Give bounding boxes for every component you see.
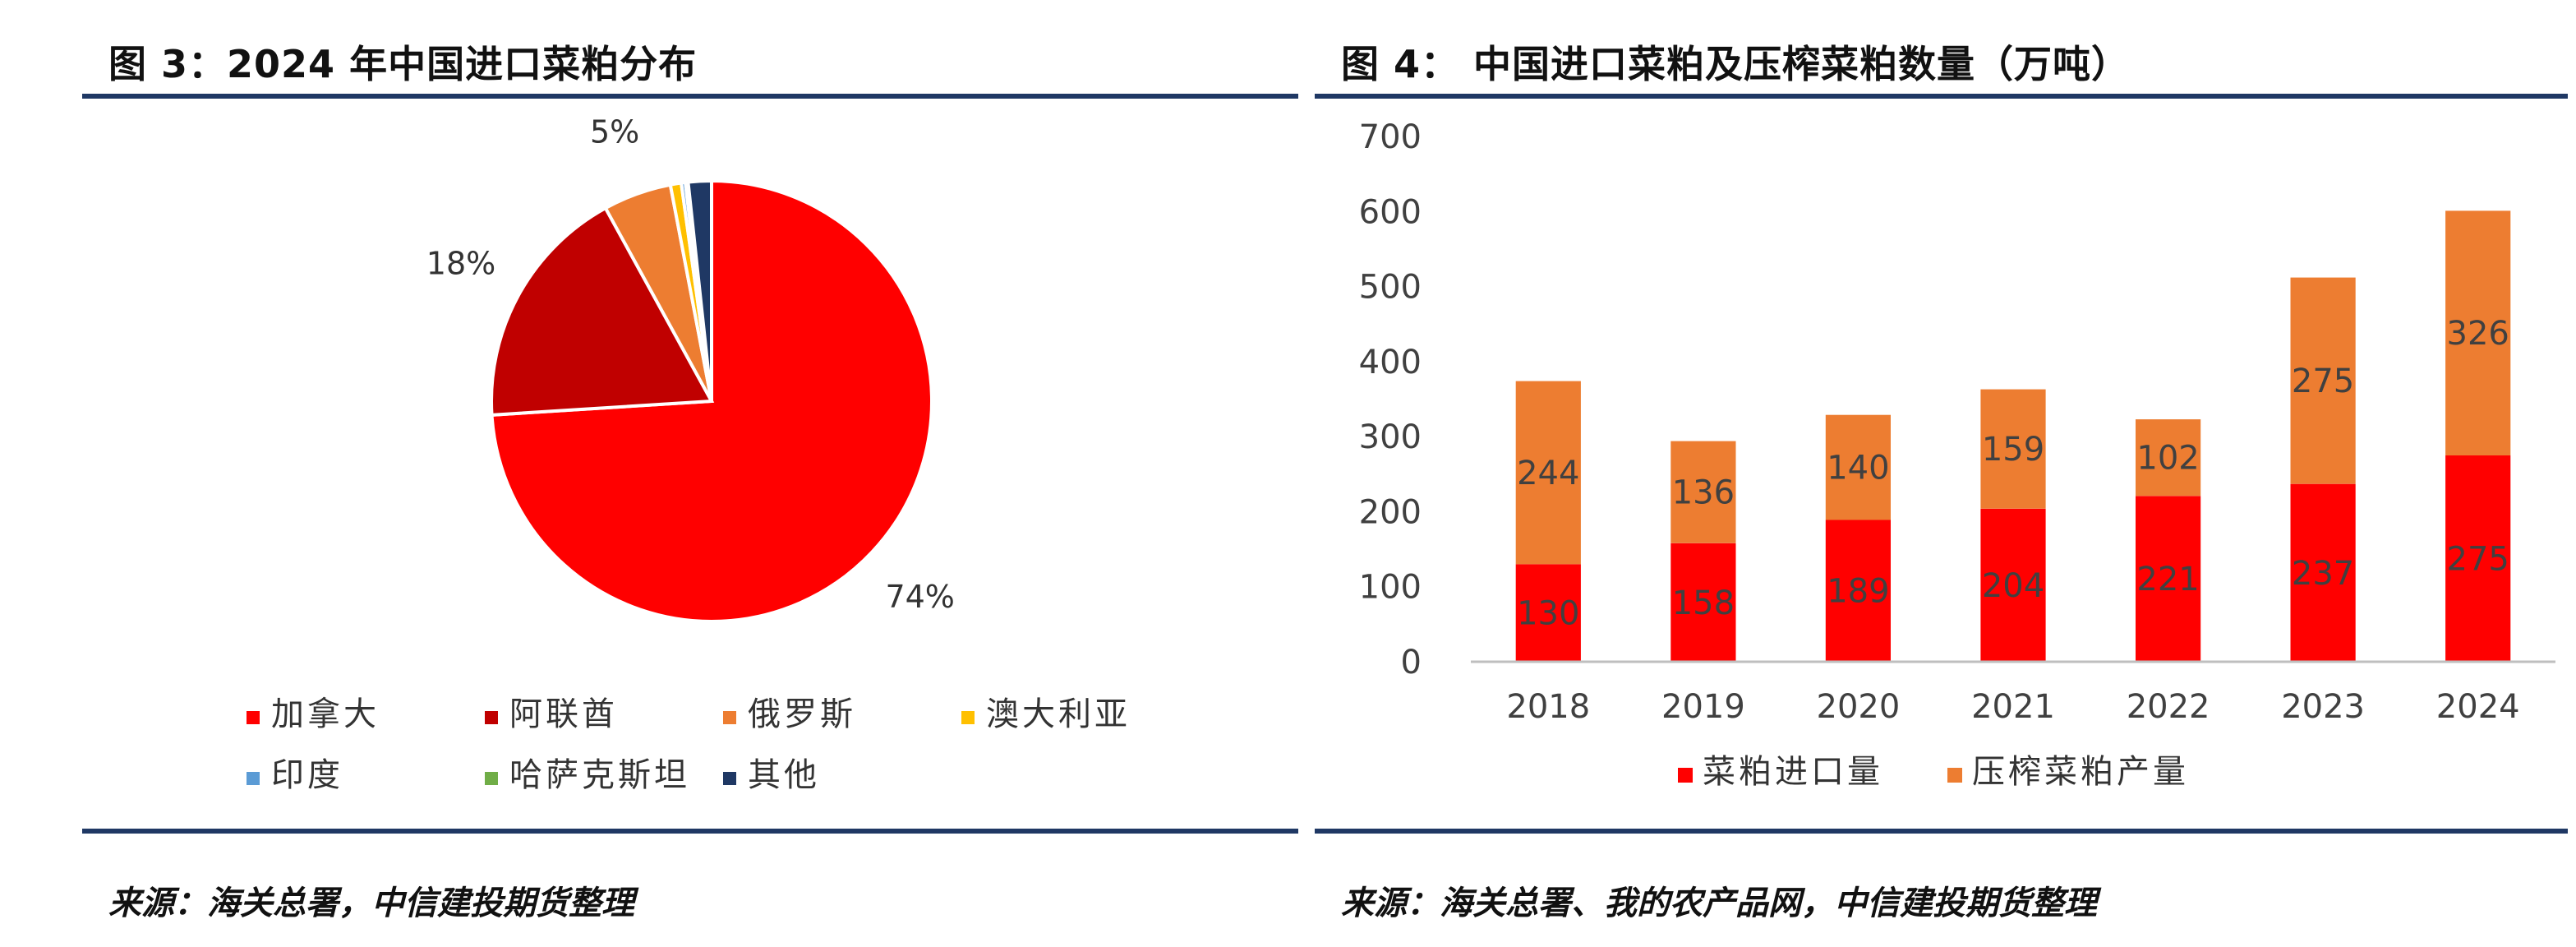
x-tick-label-2021: 2021	[1971, 688, 2055, 726]
top-rule-left	[82, 94, 1298, 99]
x-tick-label-2018: 2018	[1506, 688, 1590, 726]
y-tick-label-0: 0	[1401, 644, 1422, 681]
bar-value-label-import-2024: 275	[2447, 541, 2509, 579]
bar-legend: 菜粕进口量 压榨菜粕产量	[1678, 753, 2189, 791]
bar-crush-2023	[2290, 277, 2356, 484]
x-tick-label-2022: 2022	[2127, 688, 2210, 726]
legend-label-4: 印度	[271, 756, 343, 794]
pie-source-note: 来源：海关总署，中信建投期货整理	[108, 885, 634, 922]
bar-value-label-crush-2020: 140	[1827, 450, 1889, 487]
bar-import-2020	[1825, 520, 1891, 662]
pie-slice-1	[490, 206, 715, 417]
y-tick-label-6: 600	[1359, 193, 1422, 231]
bar-import-2024	[2445, 455, 2511, 662]
y-tick-label-2: 200	[1359, 493, 1422, 531]
bar-chart-title: 图 4： 中国进口菜粕及压榨菜粕数量（万吨）	[1341, 42, 2131, 86]
bottom-rule-left	[82, 829, 1298, 834]
bar-crush-2020	[1825, 414, 1891, 520]
right-panel: 图 4： 中国进口菜粕及压榨菜粕数量（万吨） 0 100 200 300 400 500 6…	[1298, 0, 2576, 947]
stacked-bar-chart: 0 100 200 300 400 500 600 700 130 244 158 136 189 14…	[1359, 118, 2555, 791]
bar-value-label-import-2018: 130	[1517, 595, 1579, 633]
y-tick-label-3: 300	[1359, 418, 1422, 456]
bar-value-label-crush-2021: 159	[1982, 431, 2044, 469]
bar-crush-2021	[1980, 389, 2046, 509]
y-tick-label-5: 500	[1359, 269, 1422, 307]
bar-value-label-crush-2023: 275	[2292, 363, 2354, 400]
y-tick-label-1: 100	[1359, 569, 1422, 607]
legend-swatch-2	[723, 711, 736, 724]
legend-label-5: 哈萨克斯坦	[509, 756, 690, 794]
left-panel: 图 3：2024 年中国进口菜粕分布 74% 18% 5% 加拿大 阿联酋 俄罗斯 澳大利…	[82, 42, 1298, 922]
legend-swatch-5	[485, 772, 498, 785]
pie-chart-title: 图 3：2024 年中国进口菜粕分布	[108, 42, 698, 86]
pie-slices	[490, 178, 933, 623]
top-rule-right	[1315, 94, 2568, 99]
legend-label-2: 俄罗斯	[748, 695, 856, 733]
bar-value-label-crush-2024: 326	[2447, 315, 2509, 353]
x-axis: 2018 2019 2020 2021 2022 2023 2024	[1471, 660, 2555, 726]
pie-slice-6	[686, 178, 713, 402]
bar-crush-2022	[2136, 419, 2201, 497]
legend-swatch-4	[247, 772, 260, 785]
bar-value-label-import-2019: 158	[1672, 584, 1735, 622]
bar-legend-swatch-0	[1678, 768, 1693, 783]
pie-data-label-2: 5%	[590, 114, 639, 150]
bar-legend-label-0: 菜粕进口量	[1703, 753, 1883, 791]
legend-swatch-0	[247, 711, 260, 724]
legend-swatch-3	[961, 711, 975, 724]
pie-data-label-1: 18%	[426, 245, 495, 281]
x-tick-label-2019: 2019	[1661, 688, 1745, 726]
legend-label-6: 其他	[748, 756, 820, 794]
bar-import-2019	[1670, 543, 1736, 662]
x-tick-label-2024: 2024	[2436, 688, 2520, 726]
bar-crush-2024	[2445, 210, 2511, 455]
x-tick-label-2023: 2023	[2281, 688, 2365, 726]
pie-labels: 74% 18% 5%	[426, 114, 955, 616]
legend-swatch-1	[485, 711, 498, 724]
bottom-rule-right	[1315, 829, 2568, 834]
pie-data-label-0: 74%	[885, 579, 954, 615]
bar-crush-2019	[1670, 441, 1736, 543]
bar-import-2018	[1515, 564, 1581, 662]
bar-import-2023	[2290, 483, 2356, 662]
legend-label-3: 澳大利亚	[986, 695, 1131, 733]
bar-value-label-import-2022: 221	[2136, 561, 2199, 598]
bar-crush-2018	[1515, 381, 1581, 565]
legend-swatch-6	[723, 772, 736, 785]
bar-import-2022	[2136, 496, 2201, 662]
bar-import-2021	[1980, 508, 2046, 662]
x-tick-label-2020: 2020	[1817, 688, 1901, 726]
bar-source-note: 来源：海关总署、我的农产品网，中信建投期货整理	[1341, 885, 2097, 922]
y-tick-label-7: 700	[1359, 118, 1422, 156]
bar-legend-swatch-1	[1947, 768, 1962, 783]
bar-value-label-import-2021: 204	[1982, 567, 2044, 605]
bars: 130 244 158 136 189 140 204 159 221 102 237 275 275 3…	[1515, 210, 2511, 662]
bar-value-label-crush-2018: 244	[1517, 455, 1579, 492]
bar-value-label-import-2023: 237	[2292, 555, 2354, 593]
bar-value-label-crush-2019: 136	[1672, 474, 1735, 512]
bar-legend-label-1: 压榨菜粕产量	[1972, 753, 2189, 791]
y-axis: 0 100 200 300 400 500 600 700	[1359, 118, 1422, 681]
legend-label-0: 加拿大	[271, 695, 380, 733]
y-tick-label-4: 400	[1359, 344, 1422, 381]
bar-value-label-import-2020: 189	[1827, 573, 1889, 611]
bar-value-label-crush-2022: 102	[2136, 440, 2199, 478]
legend-label-1: 阿联酋	[509, 695, 618, 733]
